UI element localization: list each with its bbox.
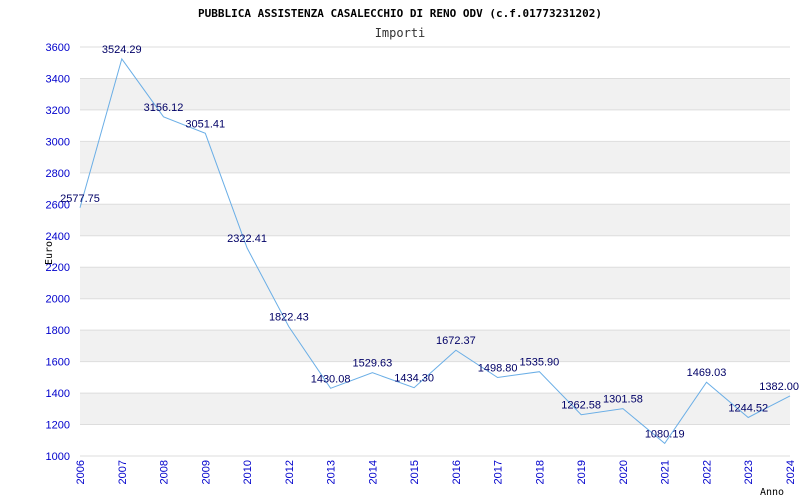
data-label: 1529.63 — [352, 358, 392, 370]
y-axis-ticks: 1000 1200 1400 1600 1800 2000 2200 2400 2600 2800… — [46, 42, 70, 463]
x-tick-label: 2006 — [75, 460, 87, 484]
x-tick-label: 2021 — [660, 460, 672, 484]
data-label: 2577.75 — [60, 193, 100, 205]
x-tick-label: 2023 — [743, 460, 755, 484]
y-tick-label: 3600 — [46, 42, 70, 54]
x-tick-label: 2013 — [326, 460, 338, 484]
grid-band — [80, 330, 790, 362]
y-tick-label: 1800 — [46, 325, 70, 337]
x-tick-label: 2019 — [576, 460, 588, 484]
data-label: 3156.12 — [144, 102, 184, 114]
data-label: 1498.80 — [478, 363, 518, 375]
y-tick-label: 1600 — [46, 357, 70, 369]
grid-lines — [80, 46, 790, 457]
grid-band — [80, 141, 790, 173]
x-tick-label: 2009 — [200, 460, 212, 484]
grid-band — [80, 393, 790, 425]
x-axis-ticks: 2006 2007 2008 2009 2010 2012 2013 2014 2015 2016… — [75, 460, 797, 484]
x-tick-label: 2014 — [367, 460, 379, 484]
data-label: 1535.90 — [520, 357, 560, 369]
y-tick-label: 2800 — [46, 168, 70, 180]
y-tick-label: 2400 — [46, 231, 70, 243]
grid-band — [80, 267, 790, 299]
data-label: 3051.41 — [185, 118, 225, 130]
series-line — [79, 57, 791, 445]
x-tick-label: 2012 — [284, 460, 296, 484]
data-label: 1262.58 — [561, 400, 601, 412]
grid-band — [80, 361, 790, 394]
y-tick-label: 3200 — [46, 105, 70, 117]
x-tick-label: 2018 — [534, 460, 546, 484]
data-label: 1301.58 — [603, 394, 643, 406]
y-tick-label: 3400 — [46, 73, 70, 85]
y-tick-label: 2200 — [46, 262, 70, 274]
x-tick-label: 2024 — [785, 460, 797, 484]
grid-band — [80, 109, 790, 142]
data-label: 1469.03 — [687, 367, 727, 379]
data-label: 1382.00 — [759, 381, 799, 393]
grid-band — [80, 424, 790, 456]
data-label: 1080.19 — [645, 428, 685, 440]
data-label: 1822.43 — [269, 312, 309, 324]
x-tick-label: 2008 — [159, 460, 171, 484]
y-tick-label: 2000 — [46, 294, 70, 306]
data-label: 1434.30 — [394, 373, 434, 385]
data-label: 3524.29 — [102, 44, 142, 56]
data-label: 2322.41 — [227, 233, 267, 245]
x-tick-label: 2020 — [618, 460, 630, 484]
x-axis-label: Anno — [760, 487, 784, 498]
y-tick-label: 1200 — [46, 420, 70, 432]
grid-band — [80, 298, 790, 331]
y-tick-label: 3000 — [46, 136, 70, 148]
grid-band — [80, 78, 790, 110]
x-tick-label: 2022 — [701, 460, 713, 484]
y-tick-label: 1400 — [46, 388, 70, 400]
x-tick-label: 2017 — [493, 460, 505, 484]
grid-band — [80, 172, 790, 205]
data-label: 1430.08 — [311, 373, 351, 385]
y-tick-label: 2600 — [46, 199, 70, 211]
grid-band — [80, 235, 790, 268]
x-tick-label: 2015 — [409, 460, 421, 484]
x-tick-label: 2007 — [117, 460, 129, 484]
x-tick-label: 2016 — [451, 460, 463, 484]
chart-title: PUBBLICA ASSISTENZA CASALECCHIO DI RENO … — [198, 7, 602, 20]
y-axis-label: Euro — [44, 241, 55, 265]
data-label: 1244.52 — [728, 403, 768, 415]
series-line-path — [79, 57, 791, 445]
chart-subtitle: Importi — [375, 26, 426, 40]
grid-band — [80, 204, 790, 236]
grid-bands — [80, 47, 790, 456]
y-tick-label: 1000 — [46, 451, 70, 463]
data-label: 1672.37 — [436, 335, 476, 347]
x-tick-label: 2010 — [242, 460, 254, 484]
grid-band — [80, 47, 790, 79]
